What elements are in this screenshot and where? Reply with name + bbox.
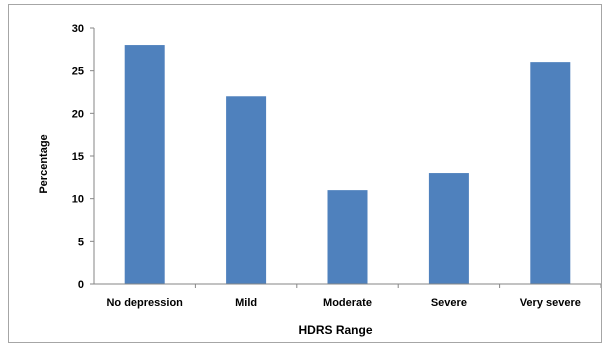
bar-severe xyxy=(428,173,469,284)
bar-mild xyxy=(226,96,267,285)
bar-moderate xyxy=(327,190,368,284)
bars xyxy=(124,45,571,285)
y-axis-title: Percentage xyxy=(38,134,50,193)
x-tick-label: No depression xyxy=(106,297,183,309)
x-axis-title: HDRS Range xyxy=(298,323,372,337)
bar-chart: 0 5 10 15 20 25 30 No depression Mild Moderate Se… xyxy=(38,23,602,337)
x-axis-ticks: No depression Mild Moderate Severe Very seve… xyxy=(106,284,602,309)
y-tick-label: 30 xyxy=(72,23,84,35)
y-axis-ticks: 0 5 10 15 20 25 30 xyxy=(72,23,94,291)
y-tick-label: 20 xyxy=(72,108,84,120)
x-tick-label: Moderate xyxy=(323,297,372,309)
bar-no-depression xyxy=(124,45,165,284)
bar-very-severe xyxy=(530,62,571,285)
x-tick-label: Mild xyxy=(235,297,257,309)
y-tick-label: 15 xyxy=(72,151,84,163)
chart-frame: 0 5 10 15 20 25 30 No depression Mild Moderate Se… xyxy=(8,4,602,343)
y-tick-label: 5 xyxy=(78,236,84,248)
y-tick-label: 25 xyxy=(72,66,84,78)
x-tick-label: Severe xyxy=(431,297,467,309)
y-tick-label: 0 xyxy=(78,279,84,291)
x-tick-label: Very severe xyxy=(520,297,581,309)
y-tick-label: 10 xyxy=(72,194,84,206)
